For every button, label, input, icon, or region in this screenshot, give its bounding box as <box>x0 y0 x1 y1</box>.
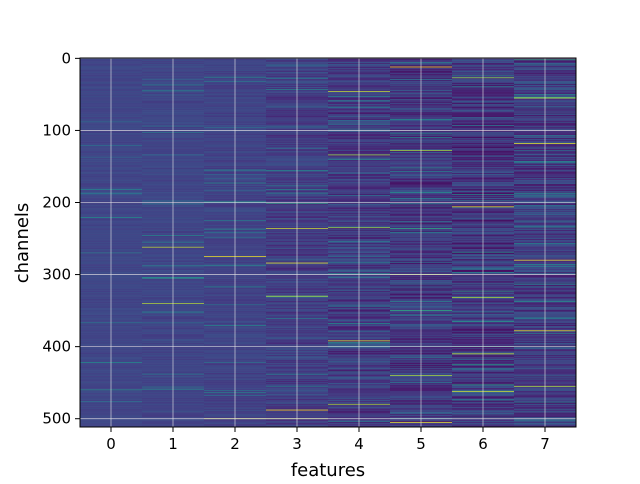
y-axis: 0 100 200 300 400 500 <box>42 49 80 428</box>
x-tick-label: 7 <box>540 435 550 453</box>
plot-frame <box>79 57 577 428</box>
y-tick-label: 0 <box>61 49 71 67</box>
x-axis-label: features <box>291 460 365 480</box>
y-tick-label: 300 <box>42 266 71 284</box>
y-axis-label: channels <box>12 203 33 284</box>
y-tick-label: 100 <box>42 121 71 139</box>
x-tick-label: 3 <box>292 435 302 453</box>
x-tick-label: 2 <box>230 435 240 453</box>
heatmap-cells <box>80 58 577 428</box>
x-tick-label: 4 <box>354 435 364 453</box>
y-tick-label: 400 <box>42 338 71 356</box>
y-tick-label: 500 <box>42 410 71 428</box>
gridlines <box>80 57 576 427</box>
x-tick-label: 0 <box>106 435 116 453</box>
x-tick-label: 5 <box>416 435 426 453</box>
x-tick-label: 6 <box>478 435 488 453</box>
x-axis: 0 1 2 3 4 5 6 7 <box>106 427 550 453</box>
y-tick-label: 200 <box>42 194 71 212</box>
x-tick-label: 1 <box>168 435 178 453</box>
